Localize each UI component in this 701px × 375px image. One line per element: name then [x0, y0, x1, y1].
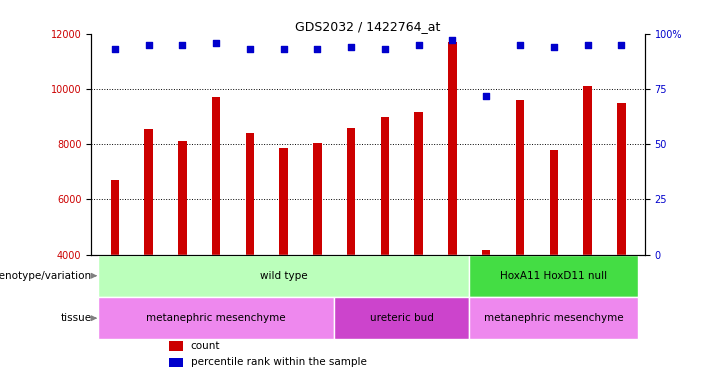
Point: [109, 46, 121, 52]
Point: [447, 38, 458, 44]
Bar: [178, 141, 186, 255]
Bar: [98, 297, 334, 339]
Bar: [98, 255, 470, 297]
Title: GDS2032 / 1422764_at: GDS2032 / 1422764_at: [295, 20, 441, 33]
Text: wild type: wild type: [260, 271, 308, 281]
Bar: [280, 148, 288, 255]
Bar: [414, 112, 423, 255]
Point: [244, 46, 255, 52]
Point: [481, 93, 492, 99]
Bar: [347, 128, 355, 255]
Point: [515, 42, 526, 48]
Bar: [550, 150, 558, 255]
Bar: [470, 255, 638, 297]
Text: ureteric bud: ureteric bud: [370, 313, 434, 323]
Text: metanephric mesenchyme: metanephric mesenchyme: [147, 313, 286, 323]
Text: count: count: [191, 341, 220, 351]
Bar: [169, 341, 182, 351]
Text: metanephric mesenchyme: metanephric mesenchyme: [484, 313, 624, 323]
Bar: [111, 180, 119, 255]
Bar: [617, 103, 625, 255]
Bar: [448, 42, 456, 255]
Text: percentile rank within the sample: percentile rank within the sample: [191, 357, 367, 368]
Bar: [212, 97, 220, 255]
Text: tissue: tissue: [61, 313, 92, 323]
Point: [379, 46, 390, 52]
Point: [278, 46, 290, 52]
Bar: [245, 133, 254, 255]
Bar: [169, 357, 182, 367]
Bar: [381, 117, 389, 255]
Point: [413, 42, 424, 48]
Bar: [470, 297, 638, 339]
Text: HoxA11 HoxD11 null: HoxA11 HoxD11 null: [501, 271, 607, 281]
Bar: [583, 86, 592, 255]
Text: genotype/variation: genotype/variation: [0, 271, 92, 281]
Bar: [516, 100, 524, 255]
Bar: [313, 143, 322, 255]
Bar: [144, 129, 153, 255]
Point: [312, 46, 323, 52]
Point: [615, 42, 627, 48]
Point: [346, 44, 357, 50]
Point: [548, 44, 559, 50]
Point: [582, 42, 593, 48]
Bar: [334, 297, 470, 339]
Point: [177, 42, 188, 48]
Bar: [482, 251, 491, 255]
Point: [143, 42, 154, 48]
Point: [210, 40, 222, 46]
